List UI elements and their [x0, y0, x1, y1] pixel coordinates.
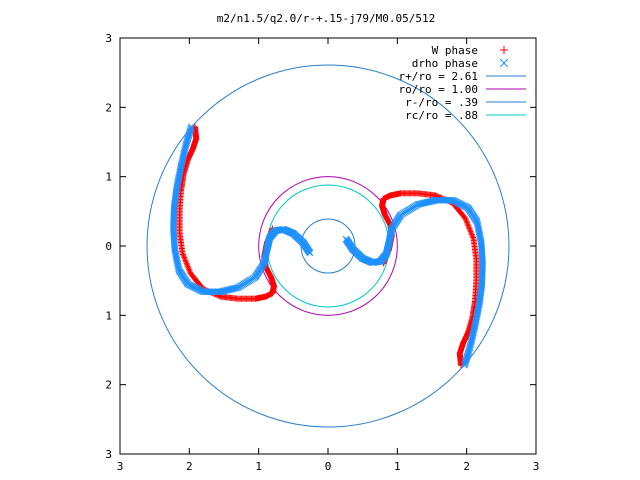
legend-label: drho phase [412, 57, 478, 70]
w-phase-mark [470, 236, 477, 243]
w-phase-mark [467, 227, 474, 234]
w-phase-mark [465, 224, 472, 231]
circle-1 [258, 176, 398, 316]
w-phase-mark [182, 258, 189, 265]
y-tick-label: 1 [105, 171, 112, 184]
data-markers [170, 123, 486, 369]
w-phase-mark [186, 267, 193, 274]
w-phase-mark [469, 233, 476, 240]
drho-phase-mark [417, 200, 424, 208]
legend-label: rc/ro = .88 [405, 109, 478, 122]
w-phase-mark [184, 263, 191, 270]
w-phase-mark [183, 260, 190, 267]
w-phase-mark [467, 228, 474, 235]
y-tick-label: 1 [105, 309, 112, 322]
w-phase-mark [468, 230, 475, 237]
w-phase-mark [187, 269, 194, 276]
w-phase-mark [463, 218, 470, 225]
drho-phase-mark [306, 249, 314, 257]
x-tick-label: 2 [186, 460, 193, 473]
y-tick-label: 0 [105, 240, 112, 253]
x-tick-label: 3 [117, 460, 124, 473]
w-phase-mark [181, 254, 188, 261]
circle-0p88 [266, 184, 390, 308]
w-phase-mark [464, 221, 471, 228]
x-tick-label: 1 [394, 460, 401, 473]
y-tick-label: 3 [105, 448, 112, 461]
w-phase-mark [470, 234, 477, 241]
legend-label: ro/ro = 1.00 [399, 83, 478, 96]
legend-swatch [499, 58, 509, 68]
drho-phase-mark [342, 235, 350, 243]
y-tick-label: 2 [105, 101, 112, 114]
w-phase-mark [466, 225, 473, 232]
chart-title: m2/n1.5/q2.0/r-+.15-j79/M0.05/512 [217, 12, 436, 25]
x-tick-label: 3 [533, 460, 540, 473]
w-phase-mark [462, 216, 469, 223]
y-tick-label: 2 [105, 379, 112, 392]
x-tick-label: 2 [463, 460, 470, 473]
w-phase-mark [184, 261, 191, 268]
legend-label: W phase [432, 44, 478, 57]
circle-2p61 [146, 64, 510, 428]
w-phase-mark [465, 222, 472, 229]
legend-label: r+/ro = 2.61 [399, 70, 478, 83]
x-tick-label: 1 [255, 460, 262, 473]
w-phase-mark [181, 255, 188, 262]
w-phase-mark [464, 219, 471, 226]
w-phase-mark [468, 231, 475, 238]
w-phase-mark [179, 251, 186, 258]
w-phase-mark [180, 252, 187, 259]
w-phase-mark [185, 266, 192, 273]
legend-label: r-/ro = .39 [405, 96, 478, 109]
w-phase-mark [185, 264, 192, 271]
x-tick-label: 0 [325, 460, 332, 473]
drho-phase-mark [232, 284, 239, 292]
y-tick-label: 3 [105, 32, 112, 45]
w-phase-mark [179, 249, 186, 256]
w-phase-mark [182, 257, 189, 264]
